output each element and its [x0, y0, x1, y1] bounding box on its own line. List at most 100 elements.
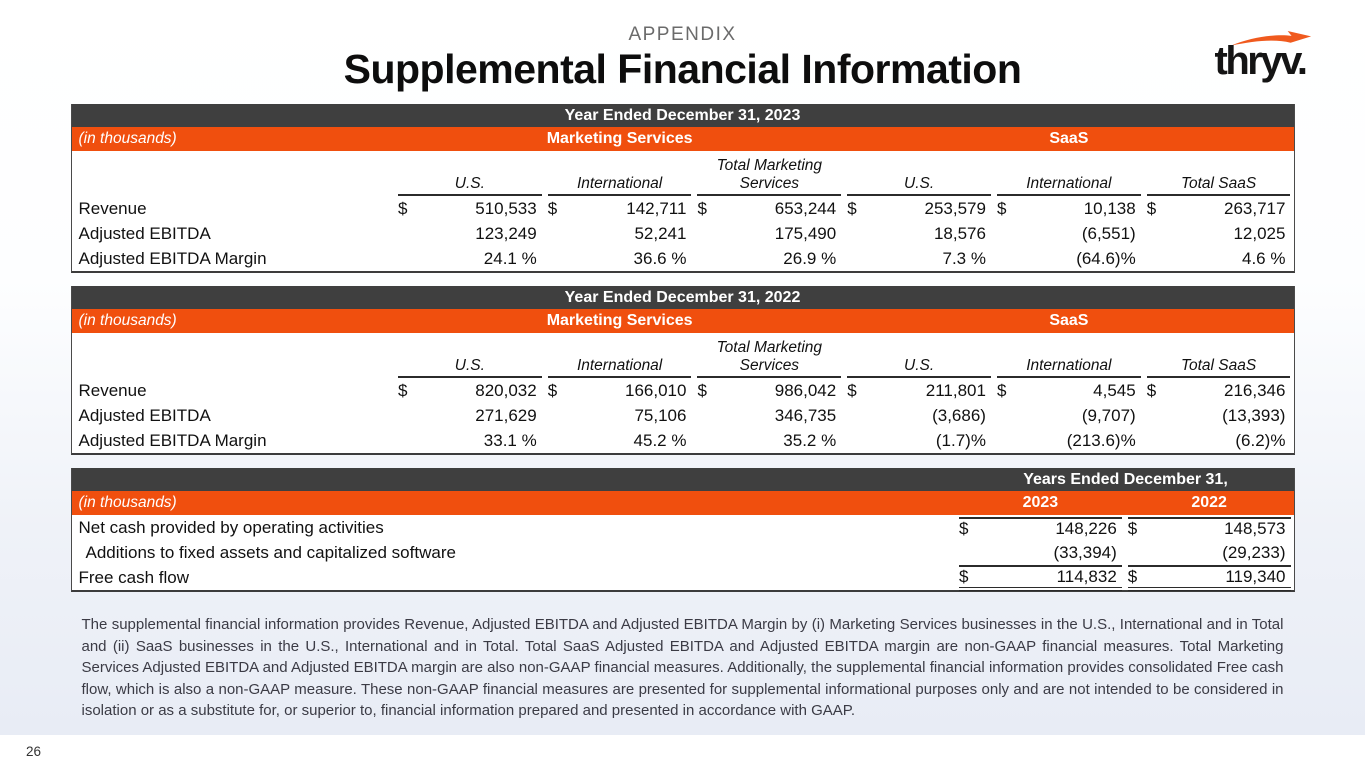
table-cell: (64.6)% — [997, 249, 1141, 269]
table-cell: (213.6)% — [997, 431, 1141, 451]
table-cell: 52,241 — [548, 224, 692, 244]
cell-value: 45.2 % — [633, 430, 687, 450]
row-label: Revenue — [78, 198, 147, 218]
currency-spacer — [697, 224, 717, 244]
table-cell: 45.2 % — [548, 431, 692, 451]
column-header: Total Marketing Services — [697, 157, 842, 197]
currency-symbol: $ — [959, 566, 969, 586]
table-cell: 12,025 — [1147, 224, 1291, 244]
row-label: Revenue — [78, 380, 147, 400]
cell-value: 211,801 — [925, 380, 986, 400]
group-header-saas: SaaS — [1049, 312, 1089, 330]
table-row: Adjusted EBITDA Margin 33.1 % 45.2 % 35.… — [72, 428, 1294, 453]
currency-spacer — [997, 406, 1017, 426]
table-row: Adjusted EBITDA Margin 24.1 % 36.6 % 26.… — [72, 246, 1294, 271]
cell-value: 18,576 — [933, 223, 986, 243]
cell-value: 820,032 — [475, 380, 537, 400]
logo-arrow-icon — [1230, 30, 1312, 46]
table-cell: 346,735 — [697, 406, 841, 426]
cell-value: 986,042 — [774, 380, 837, 400]
page-footer: 26 — [0, 735, 1365, 768]
table-row: Free cash flow $114,832 $119,340 — [72, 564, 1294, 591]
column-header: Total SaaS — [1146, 175, 1291, 197]
table-row: Additions to fixed assets and capitalize… — [72, 540, 1294, 565]
currency-spacer — [398, 249, 418, 269]
currency-symbol: $ — [547, 198, 558, 218]
currency-symbol: $ — [397, 380, 408, 400]
cell-value: 36.6 % — [633, 248, 687, 268]
currency-spacer — [398, 431, 418, 451]
period-header: Year Ended December 31, 2023 — [71, 104, 1294, 128]
table-cell: 26.9 % — [697, 249, 841, 269]
table-cell: 35.2 % — [697, 431, 841, 451]
currency-spacer — [1147, 406, 1167, 426]
cell-value: (64.6)% — [1076, 248, 1136, 268]
table-cell: $216,346 — [1147, 381, 1291, 401]
appendix-label: APPENDIX — [628, 24, 737, 45]
cell-value: (213.6)% — [1066, 430, 1136, 450]
cell-value: (33,394) — [1053, 542, 1117, 562]
slide: APPENDIX Supplemental Financial Informat… — [0, 0, 1365, 735]
currency-spacer — [548, 406, 568, 426]
cell-value: 119,340 — [1225, 566, 1286, 586]
currency-spacer — [548, 224, 568, 244]
table-cell: 24.1 % — [398, 249, 542, 269]
table-cell: $119,340 — [1127, 564, 1291, 591]
column-header: Total Marketing Services — [697, 339, 842, 379]
currency-spacer — [697, 249, 717, 269]
row-label: Adjusted EBITDA Margin — [78, 430, 267, 450]
currency-spacer — [847, 249, 867, 269]
currency-spacer — [548, 431, 568, 451]
column-header: International — [547, 175, 692, 197]
cell-value: 653,244 — [774, 198, 837, 218]
column-header: International — [996, 175, 1141, 197]
table-cell: 4.6 % — [1147, 249, 1291, 269]
row-label: Adjusted EBITDA — [78, 405, 211, 425]
column-header: U.S. — [847, 175, 991, 197]
currency-symbol: $ — [1127, 518, 1138, 538]
table-cell: (9,707) — [997, 406, 1141, 426]
table-cell: 7.3 % — [847, 249, 991, 269]
thryv-logo: thryv. — [1199, 30, 1321, 81]
table-row: Revenue $820,032 $166,010 $986,042 $211,… — [72, 378, 1294, 403]
table-cell: $253,579 — [847, 199, 991, 219]
currency-spacer — [847, 224, 867, 244]
currency-symbol: $ — [996, 380, 1007, 400]
cell-value: 216,346 — [1224, 380, 1286, 400]
footnote-paragraph: The supplemental financial information p… — [81, 616, 1284, 720]
group-header-saas: SaaS — [1049, 130, 1089, 148]
table-cell: (6,551) — [997, 224, 1141, 244]
table-cell: 36.6 % — [548, 249, 692, 269]
currency-spacer — [959, 543, 979, 563]
row-label: Additions to fixed assets and capitalize… — [85, 542, 456, 562]
table-row: Adjusted EBITDA 123,249 52,241 175,490 1… — [72, 221, 1294, 246]
currency-symbol: $ — [1146, 198, 1157, 218]
table-cell: $114,832 — [959, 564, 1122, 591]
group-header-bar: (in thousands) Marketing Services SaaS — [71, 309, 1294, 334]
column-header: International — [547, 357, 692, 379]
currency-spacer — [398, 224, 418, 244]
units-label: (in thousands) — [78, 130, 177, 148]
period-header: Years Ended December 31, — [71, 468, 1294, 492]
cell-value: 24.1 % — [483, 248, 537, 268]
table-row: Adjusted EBITDA 271,629 75,106 346,735 (… — [72, 403, 1294, 428]
page-title: Supplemental Financial Information — [343, 46, 1022, 92]
currency-symbol: $ — [697, 198, 707, 218]
table-cell: 123,249 — [398, 224, 542, 244]
cell-value: 510,533 — [475, 198, 537, 218]
group-header-bar: (in thousands) 2023 2022 — [71, 491, 1294, 516]
column-header: Total SaaS — [1146, 357, 1291, 379]
cell-value: 114,832 — [1056, 566, 1117, 586]
cell-value: (3,686) — [932, 405, 986, 425]
group-header-marketing-services: Marketing Services — [546, 312, 693, 330]
currency-symbol: $ — [1146, 380, 1157, 400]
period-header-text: Years Ended December 31, — [1023, 470, 1228, 488]
table-cell: (3,686) — [847, 406, 991, 426]
currency-symbol: $ — [547, 380, 558, 400]
currency-spacer — [997, 249, 1017, 269]
cell-value: 35.2 % — [783, 430, 837, 450]
cell-value: (13,393) — [1222, 405, 1286, 425]
currency-symbol: $ — [847, 380, 857, 400]
currency-spacer — [1147, 249, 1167, 269]
cell-value: 33.1 % — [483, 430, 537, 450]
